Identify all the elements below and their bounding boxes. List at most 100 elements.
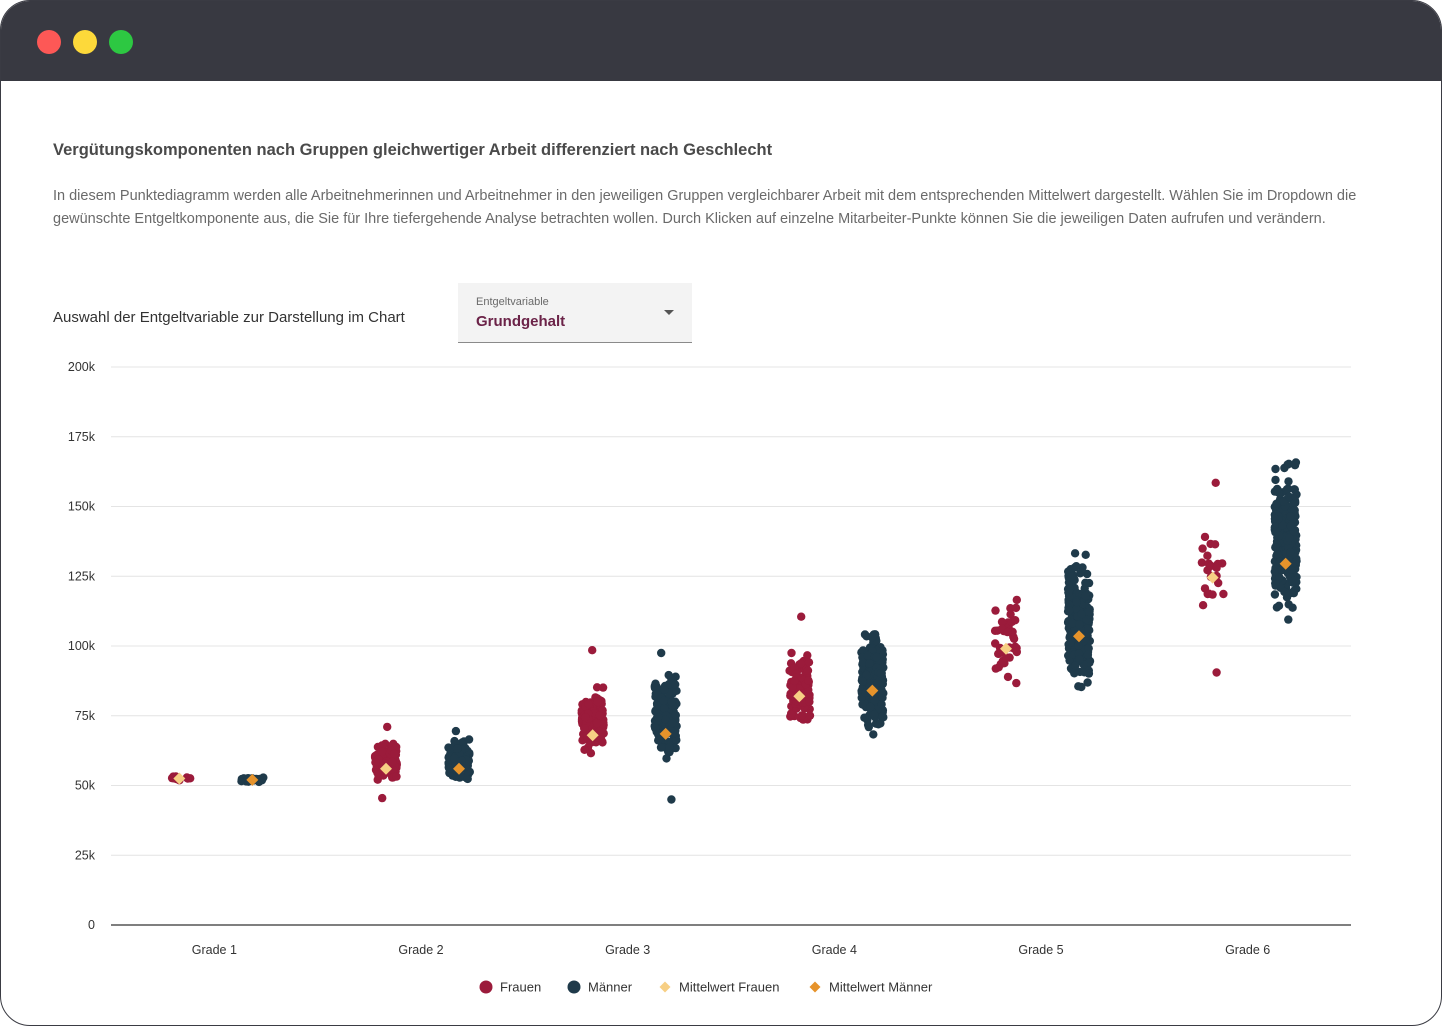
- point-maenner[interactable]: [1286, 521, 1296, 531]
- point-frauen[interactable]: [803, 651, 812, 660]
- point-maenner[interactable]: [1084, 607, 1094, 617]
- point-frauen[interactable]: [804, 658, 814, 667]
- point-frauen[interactable]: [595, 711, 604, 720]
- point-maenner[interactable]: [870, 696, 879, 705]
- point-maenner[interactable]: [877, 700, 886, 709]
- point-maenner[interactable]: [872, 652, 881, 662]
- point-maenner[interactable]: [1291, 492, 1300, 501]
- legend-mean-frauen[interactable]: Mittelwert Frauen: [659, 980, 780, 995]
- point-frauen[interactable]: [1006, 610, 1015, 619]
- point-maenner[interactable]: [858, 658, 868, 667]
- point-frauen[interactable]: [588, 646, 597, 655]
- point-maenner[interactable]: [665, 743, 674, 752]
- point-maenner[interactable]: [1283, 590, 1292, 599]
- point-maenner[interactable]: [667, 795, 676, 804]
- point-maenner[interactable]: [1072, 562, 1081, 571]
- point-frauen[interactable]: [1197, 558, 1207, 567]
- point-maenner[interactable]: [1285, 492, 1294, 501]
- point-maenner[interactable]: [652, 682, 661, 692]
- point-maenner[interactable]: [1278, 521, 1287, 530]
- point-maenner[interactable]: [660, 704, 669, 713]
- point-frauen[interactable]: [991, 639, 1000, 648]
- point-frauen[interactable]: [1211, 478, 1220, 487]
- legend-frauen[interactable]: Frauen: [479, 980, 542, 995]
- point-maenner[interactable]: [1274, 601, 1284, 610]
- maximize-window-button[interactable]: [109, 30, 133, 54]
- point-maenner[interactable]: [1077, 609, 1086, 619]
- point-maenner[interactable]: [877, 686, 886, 695]
- point-frauen[interactable]: [388, 757, 397, 767]
- close-window-button[interactable]: [37, 30, 61, 54]
- point-frauen[interactable]: [803, 666, 813, 675]
- point-frauen[interactable]: [997, 617, 1007, 626]
- point-frauen[interactable]: [371, 758, 380, 767]
- point-frauen[interactable]: [787, 648, 796, 658]
- point-maenner[interactable]: [1270, 590, 1280, 599]
- point-maenner[interactable]: [1273, 484, 1282, 494]
- point-maenner[interactable]: [1275, 573, 1284, 582]
- point-frauen[interactable]: [805, 697, 814, 706]
- point-maenner[interactable]: [1065, 656, 1074, 665]
- point-frauen[interactable]: [1212, 563, 1221, 573]
- point-maenner[interactable]: [1084, 644, 1093, 653]
- point-maenner[interactable]: [259, 773, 268, 782]
- point-maenner[interactable]: [452, 744, 462, 753]
- minimize-window-button[interactable]: [73, 30, 97, 54]
- point-maenner[interactable]: [672, 735, 681, 745]
- point-maenner[interactable]: [445, 764, 455, 773]
- point-frauen[interactable]: [797, 612, 806, 621]
- point-maenner[interactable]: [864, 722, 873, 732]
- point-maenner[interactable]: [863, 651, 873, 661]
- point-frauen[interactable]: [796, 659, 806, 668]
- point-maenner[interactable]: [457, 756, 467, 765]
- point-maenner[interactable]: [1065, 606, 1074, 615]
- point-frauen[interactable]: [392, 772, 401, 781]
- point-maenner[interactable]: [664, 670, 673, 680]
- point-frauen[interactable]: [1011, 616, 1020, 625]
- point-frauen[interactable]: [990, 626, 1000, 635]
- chevron-down-icon[interactable]: [664, 310, 674, 315]
- point-maenner[interactable]: [1066, 638, 1075, 647]
- point-maenner[interactable]: [1284, 600, 1293, 609]
- point-frauen[interactable]: [1219, 589, 1228, 599]
- point-maenner[interactable]: [660, 715, 670, 724]
- point-maenner[interactable]: [1284, 477, 1293, 486]
- point-maenner[interactable]: [656, 743, 666, 752]
- point-maenner[interactable]: [671, 711, 680, 720]
- point-maenner[interactable]: [451, 726, 461, 736]
- point-maenner[interactable]: [1071, 661, 1080, 670]
- point-frauen[interactable]: [1214, 578, 1223, 588]
- point-maenner[interactable]: [869, 730, 878, 739]
- point-maenner[interactable]: [1075, 620, 1084, 629]
- point-maenner[interactable]: [1271, 579, 1280, 588]
- point-frauen[interactable]: [790, 676, 799, 686]
- point-maenner[interactable]: [672, 686, 681, 695]
- point-frauen[interactable]: [377, 741, 387, 750]
- point-maenner[interactable]: [1271, 464, 1280, 474]
- point-frauen[interactable]: [1012, 647, 1021, 657]
- point-maenner[interactable]: [667, 719, 677, 728]
- point-maenner[interactable]: [1270, 514, 1280, 523]
- point-frauen[interactable]: [805, 711, 815, 720]
- point-maenner[interactable]: [1283, 460, 1292, 469]
- point-frauen[interactable]: [1200, 532, 1210, 542]
- point-frauen[interactable]: [592, 683, 602, 692]
- legend-mean-maenner[interactable]: Mittelwert Männer: [809, 980, 933, 995]
- point-frauen[interactable]: [383, 722, 392, 732]
- point-maenner[interactable]: [1072, 598, 1081, 607]
- point-maenner[interactable]: [878, 712, 887, 721]
- point-maenner[interactable]: [1081, 578, 1090, 587]
- point-maenner[interactable]: [1064, 588, 1073, 597]
- point-maenner[interactable]: [1278, 497, 1288, 506]
- point-maenner[interactable]: [1082, 624, 1092, 634]
- point-maenner[interactable]: [657, 648, 666, 658]
- point-maenner[interactable]: [860, 713, 869, 722]
- point-frauen[interactable]: [581, 713, 590, 722]
- point-maenner[interactable]: [1074, 641, 1083, 650]
- point-frauen[interactable]: [1198, 601, 1208, 610]
- point-maenner[interactable]: [654, 713, 663, 722]
- point-maenner[interactable]: [1286, 548, 1295, 557]
- point-maenner[interactable]: [866, 702, 875, 712]
- point-maenner[interactable]: [651, 723, 660, 732]
- point-frauen[interactable]: [1003, 627, 1012, 637]
